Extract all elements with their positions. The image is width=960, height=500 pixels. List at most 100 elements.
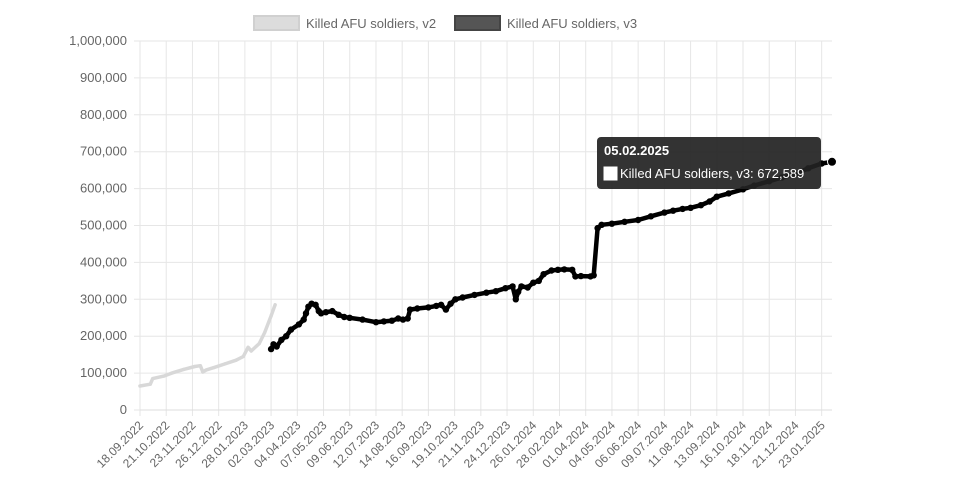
data-point[interactable] — [201, 370, 205, 374]
data-point[interactable] — [269, 314, 273, 318]
data-point[interactable] — [170, 371, 174, 375]
data-point[interactable] — [223, 362, 227, 366]
data-point[interactable] — [569, 266, 576, 273]
data-point[interactable] — [540, 271, 547, 278]
data-point[interactable] — [713, 193, 720, 200]
data-point[interactable] — [471, 291, 478, 299]
data-point[interactable] — [509, 283, 516, 290]
data-point[interactable] — [182, 367, 186, 371]
data-point[interactable] — [300, 316, 307, 323]
data-point[interactable] — [425, 304, 432, 311]
data-point[interactable] — [267, 345, 275, 353]
data-point[interactable] — [329, 307, 336, 315]
y-tick-label: 800,000 — [80, 107, 127, 122]
legend-item-v2[interactable]: Killed AFU soldiers, v2 — [253, 15, 436, 31]
data-point[interactable] — [706, 198, 713, 205]
data-point[interactable] — [283, 333, 290, 340]
data-point[interactable] — [515, 288, 522, 296]
data-point[interactable] — [459, 294, 466, 301]
data-point[interactable] — [548, 267, 555, 274]
legend-item-v3[interactable]: Killed AFU soldiers, v3 — [454, 15, 637, 31]
data-point[interactable] — [535, 277, 542, 285]
data-point[interactable] — [414, 305, 421, 312]
data-point[interactable] — [193, 364, 197, 369]
data-point[interactable] — [669, 207, 677, 214]
tooltip-box — [597, 137, 821, 189]
tooltip-title: 05.02.2025 — [604, 143, 669, 158]
data-point[interactable] — [198, 364, 202, 368]
legend[interactable]: Killed AFU soldiers, v2 Killed AFU soldi… — [253, 15, 637, 31]
data-point[interactable] — [433, 302, 440, 310]
data-point[interactable] — [287, 326, 295, 333]
data-point[interactable] — [404, 315, 411, 322]
data-point[interactable] — [647, 213, 655, 220]
data-point[interactable] — [447, 300, 454, 307]
data-point[interactable] — [388, 317, 396, 324]
y-tick-label: 900,000 — [80, 70, 127, 85]
data-point[interactable] — [661, 209, 668, 216]
data-point[interactable] — [492, 288, 500, 295]
legend-swatch-v3 — [454, 15, 501, 31]
data-point[interactable] — [572, 273, 579, 280]
data-point[interactable] — [234, 358, 238, 362]
data-point[interactable] — [162, 374, 166, 378]
data-point[interactable] — [380, 318, 388, 325]
data-point[interactable] — [518, 283, 525, 290]
data-point[interactable] — [148, 382, 152, 386]
data-point[interactable] — [524, 284, 531, 291]
y-tick-label: 1,000,000 — [69, 33, 127, 48]
data-point[interactable] — [437, 301, 445, 308]
data-point[interactable] — [598, 221, 605, 228]
data-point[interactable] — [335, 311, 342, 318]
data-point[interactable] — [249, 349, 253, 353]
data-point[interactable] — [273, 303, 277, 307]
data-point[interactable] — [590, 272, 597, 279]
data-point[interactable] — [634, 216, 642, 224]
data-point[interactable] — [725, 190, 732, 197]
data-point[interactable] — [406, 306, 414, 313]
data-point[interactable] — [512, 296, 519, 303]
data-point[interactable] — [395, 315, 402, 322]
data-point[interactable] — [687, 204, 694, 211]
data-point[interactable] — [317, 310, 325, 317]
data-point[interactable] — [452, 296, 459, 303]
data-point[interactable] — [530, 279, 537, 286]
data-point[interactable] — [359, 316, 366, 323]
data-point[interactable] — [295, 321, 303, 328]
data-point[interactable] — [151, 377, 155, 381]
y-tick-label: 500,000 — [80, 218, 127, 233]
data-point[interactable] — [241, 354, 245, 359]
data-point[interactable] — [483, 289, 490, 296]
grid — [134, 40, 832, 416]
legend-label-v3: Killed AFU soldiers, v3 — [507, 16, 637, 31]
data-point[interactable] — [621, 218, 628, 225]
data-point[interactable] — [442, 306, 450, 313]
data-point[interactable] — [697, 202, 705, 209]
data-point[interactable] — [322, 309, 330, 316]
data-point[interactable] — [273, 343, 280, 350]
data-point[interactable] — [278, 336, 285, 344]
data-point[interactable] — [608, 220, 616, 227]
data-point[interactable] — [246, 345, 250, 349]
data-point[interactable] — [263, 330, 267, 335]
data-point[interactable] — [679, 205, 686, 213]
y-tick-label: 300,000 — [80, 291, 127, 306]
data-point[interactable] — [138, 384, 142, 388]
data-point[interactable] — [302, 310, 310, 317]
y-tick-label: 400,000 — [80, 254, 127, 269]
data-point[interactable] — [257, 342, 261, 346]
data-point[interactable] — [502, 285, 509, 292]
data-point[interactable] — [312, 301, 319, 308]
data-point[interactable] — [341, 313, 348, 321]
data-point[interactable] — [561, 266, 568, 273]
data-point[interactable] — [577, 272, 585, 280]
y-tick-label: 600,000 — [80, 181, 127, 196]
data-point[interactable] — [212, 366, 216, 370]
data-point[interactable] — [372, 319, 380, 326]
legend-swatch-v2 — [253, 15, 300, 31]
hover-point[interactable] — [827, 156, 837, 167]
data-point[interactable] — [204, 368, 208, 372]
data-point[interactable] — [346, 314, 353, 321]
data-point[interactable] — [554, 266, 562, 273]
